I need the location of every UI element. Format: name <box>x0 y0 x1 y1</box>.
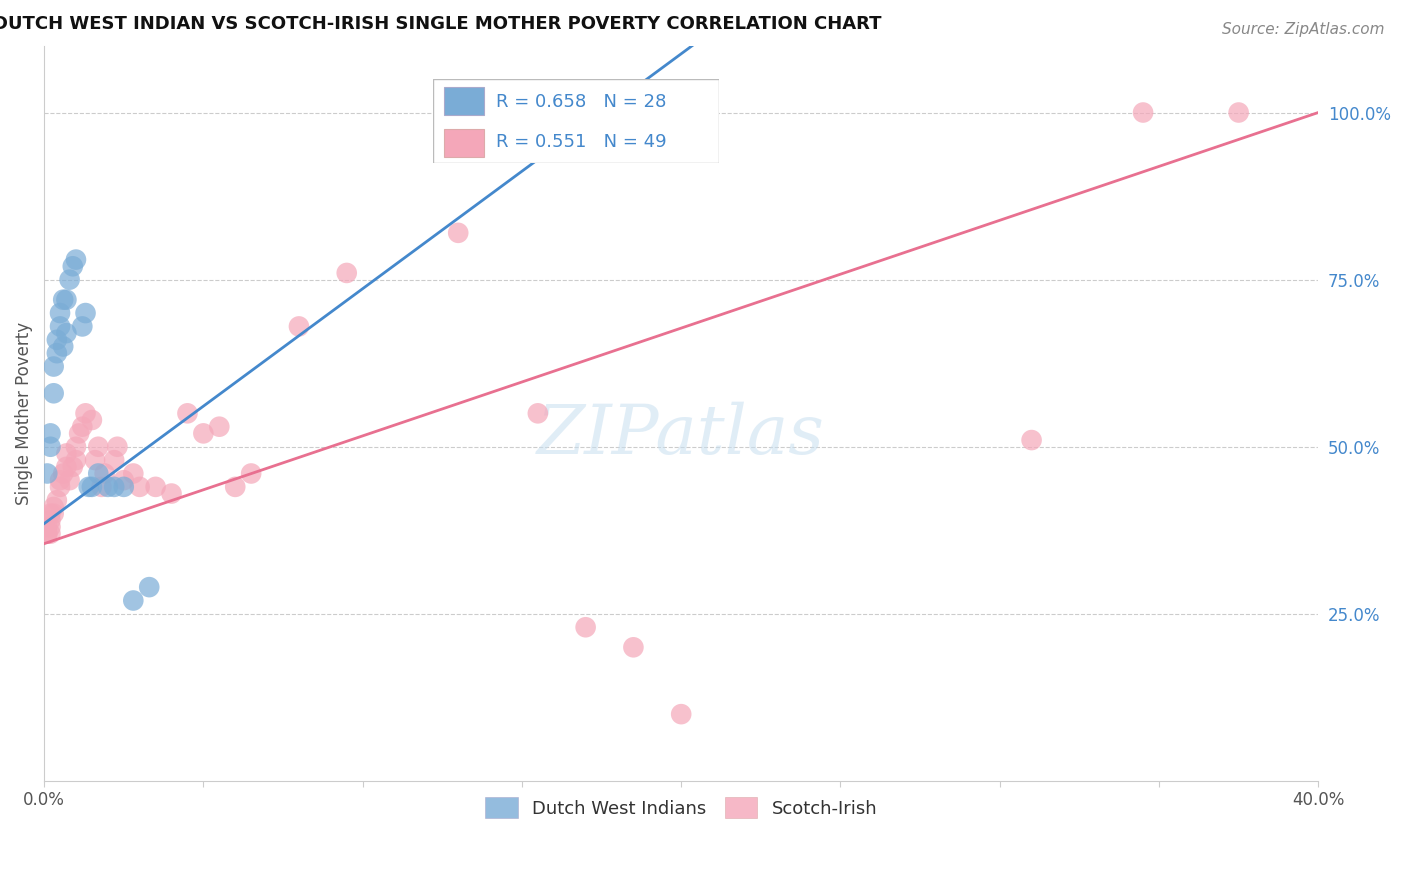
Point <box>84 453 107 467</box>
Point <box>623 640 645 655</box>
Point <box>42 359 65 374</box>
Point <box>669 707 692 722</box>
Point <box>62 260 84 274</box>
Point <box>39 513 62 527</box>
Point <box>62 459 84 474</box>
Point <box>87 467 110 481</box>
Point <box>90 480 112 494</box>
Point <box>112 473 135 487</box>
Point <box>65 252 87 267</box>
Point <box>39 520 62 534</box>
Point <box>240 467 263 481</box>
Point <box>122 593 145 607</box>
Point <box>138 580 160 594</box>
Point <box>55 459 77 474</box>
Point <box>65 453 87 467</box>
Point <box>80 480 103 494</box>
Point <box>103 453 125 467</box>
Point <box>1227 105 1250 120</box>
Point <box>37 520 59 534</box>
Point <box>128 480 150 494</box>
Point <box>75 406 97 420</box>
Point <box>112 480 135 494</box>
Point <box>122 467 145 481</box>
Point <box>58 272 80 286</box>
Y-axis label: Single Mother Poverty: Single Mother Poverty <box>15 322 32 505</box>
Point <box>52 293 75 307</box>
Point <box>105 440 128 454</box>
Point <box>39 526 62 541</box>
Point <box>591 105 613 120</box>
Point <box>45 346 67 360</box>
Point <box>55 293 77 307</box>
Point <box>49 480 72 494</box>
Point <box>193 426 215 441</box>
Point <box>510 105 533 120</box>
Point <box>39 507 62 521</box>
Point <box>224 480 246 494</box>
Point <box>145 480 167 494</box>
Point <box>55 326 77 340</box>
Point <box>447 226 470 240</box>
Point <box>52 339 75 353</box>
Point <box>42 507 65 521</box>
Point <box>65 440 87 454</box>
Text: Source: ZipAtlas.com: Source: ZipAtlas.com <box>1222 22 1385 37</box>
Point <box>208 419 231 434</box>
Point <box>77 480 100 494</box>
Point <box>37 526 59 541</box>
Point <box>42 500 65 514</box>
Point <box>1132 105 1154 120</box>
Point <box>42 386 65 401</box>
Point <box>527 406 550 420</box>
Point <box>37 526 59 541</box>
Point <box>97 480 120 494</box>
Point <box>58 473 80 487</box>
Point <box>49 319 72 334</box>
Point <box>80 413 103 427</box>
Point <box>52 467 75 481</box>
Point <box>67 426 90 441</box>
Point <box>1021 433 1043 447</box>
Point <box>575 620 598 634</box>
Point <box>93 467 115 481</box>
Point <box>75 306 97 320</box>
Point <box>37 467 59 481</box>
Point <box>72 419 94 434</box>
Point <box>45 333 67 347</box>
Point <box>87 440 110 454</box>
Text: DUTCH WEST INDIAN VS SCOTCH-IRISH SINGLE MOTHER POVERTY CORRELATION CHART: DUTCH WEST INDIAN VS SCOTCH-IRISH SINGLE… <box>0 15 882 33</box>
Point <box>45 493 67 508</box>
Point <box>288 319 311 334</box>
Point <box>55 446 77 460</box>
Point <box>336 266 359 280</box>
Text: ZIPatlas: ZIPatlas <box>537 402 825 469</box>
Point <box>176 406 198 420</box>
Point <box>103 480 125 494</box>
Legend: Dutch West Indians, Scotch-Irish: Dutch West Indians, Scotch-Irish <box>477 789 886 827</box>
Point <box>39 426 62 441</box>
Point <box>72 319 94 334</box>
Point <box>49 306 72 320</box>
Point <box>39 440 62 454</box>
Point <box>160 486 183 500</box>
Point <box>49 473 72 487</box>
